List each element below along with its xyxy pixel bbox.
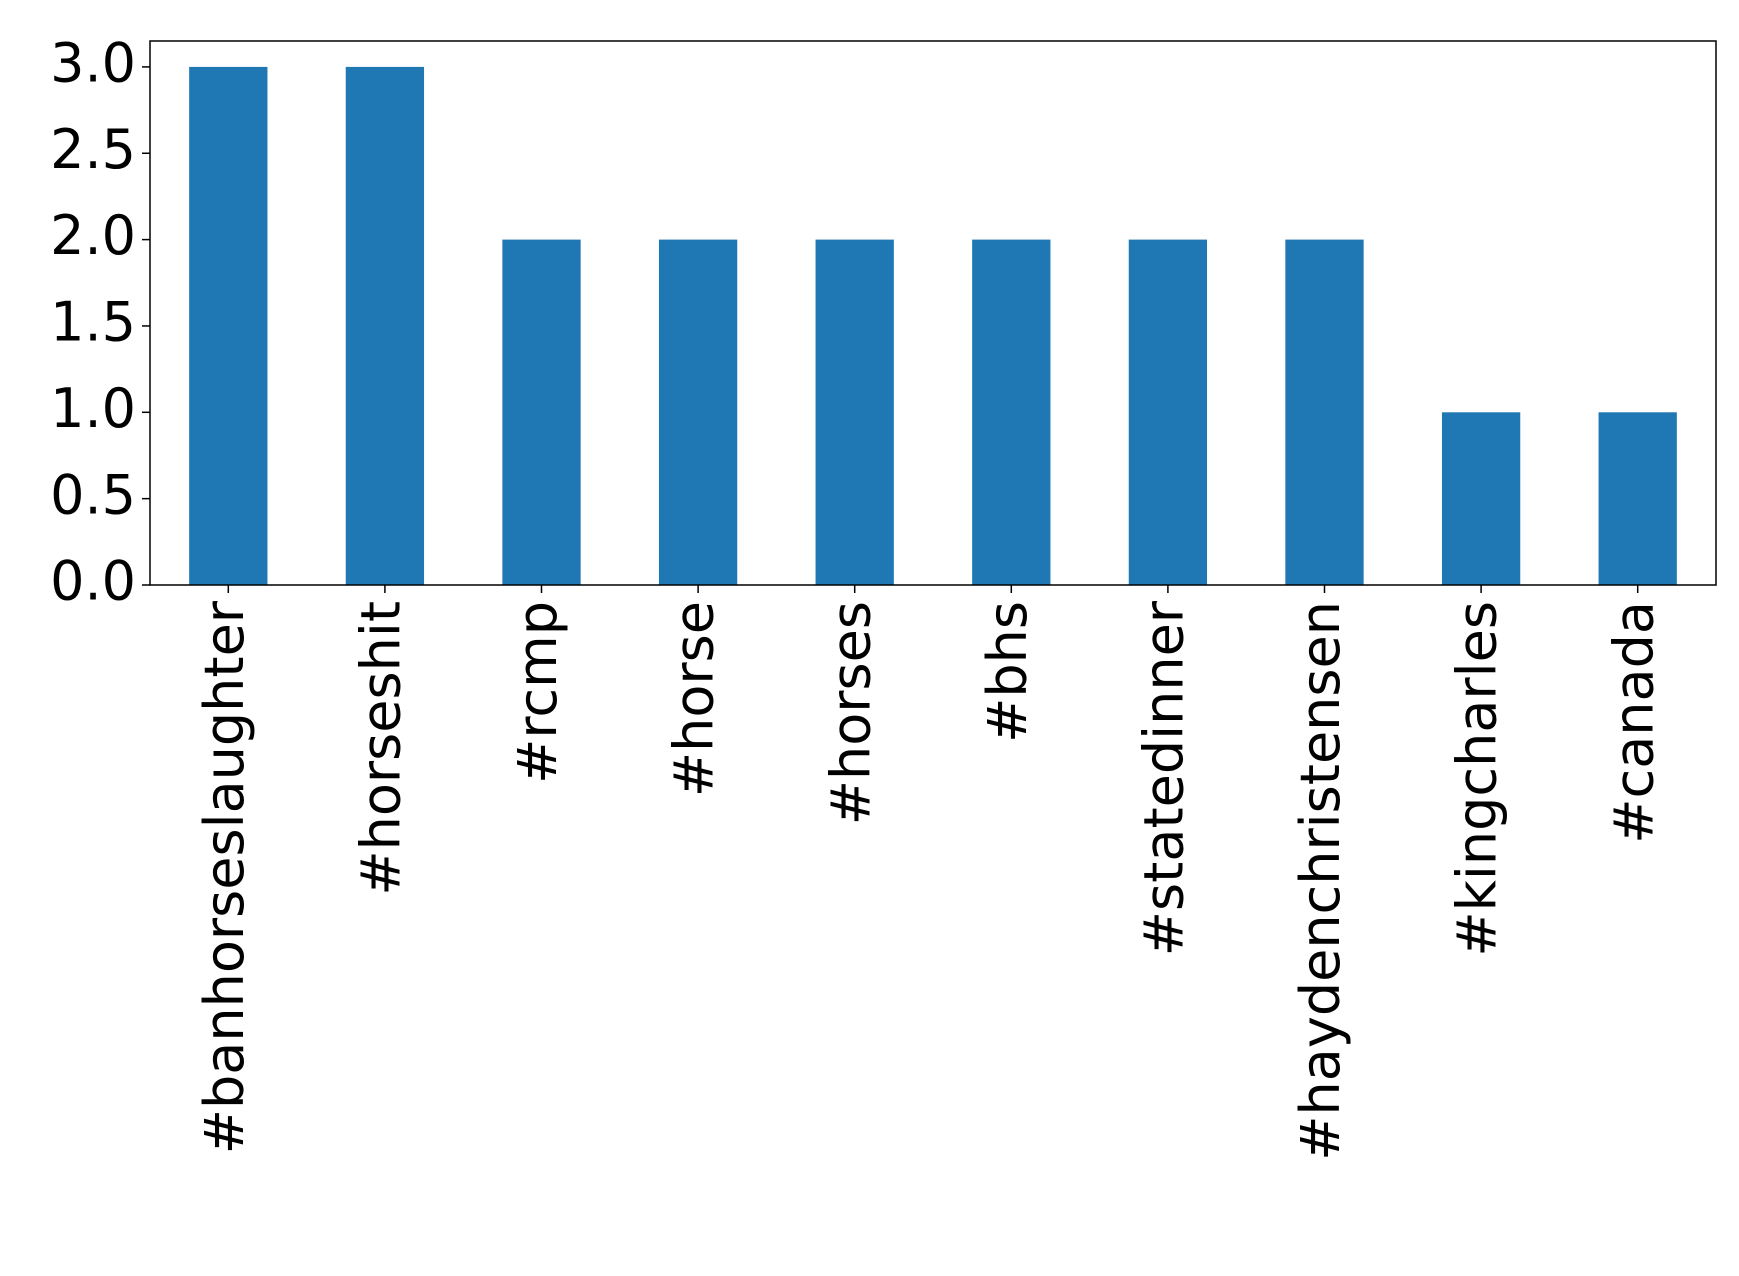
x-tick-label: #statedinner bbox=[1133, 600, 1196, 956]
y-tick-label: 3.0 bbox=[50, 32, 136, 95]
bar bbox=[189, 66, 268, 585]
y-tick-label: 2.0 bbox=[50, 204, 136, 267]
x-tick-label: #horseshit bbox=[350, 601, 413, 896]
y-tick-label: 2.5 bbox=[50, 118, 136, 181]
x-tick-label: #canada bbox=[1602, 601, 1665, 844]
bar bbox=[1441, 412, 1521, 585]
y-tick-label: 0.0 bbox=[50, 550, 136, 613]
y-tick-label: 1.0 bbox=[50, 377, 136, 440]
y-tick-label: 0.5 bbox=[50, 463, 136, 526]
y-tick-label: 1.5 bbox=[50, 291, 136, 354]
bar bbox=[1598, 412, 1677, 585]
bar bbox=[972, 239, 1051, 585]
x-tick-label: #kingcharles bbox=[1446, 601, 1509, 957]
bar bbox=[1285, 239, 1364, 585]
x-tick-label: #rcmp bbox=[506, 601, 569, 784]
plot-frame bbox=[149, 40, 1717, 586]
x-tick-label: #haydenchristensen bbox=[1289, 601, 1352, 1161]
bar bbox=[815, 239, 894, 585]
x-tick-label: #horse bbox=[663, 601, 726, 797]
bar bbox=[502, 239, 581, 585]
bar bbox=[1128, 239, 1208, 585]
x-tick-label: #banhorseslaughter bbox=[193, 600, 256, 1154]
bar bbox=[658, 239, 738, 585]
x-tick-label: #bhs bbox=[976, 601, 1039, 743]
bar bbox=[345, 66, 425, 585]
x-tick-label: #horses bbox=[819, 601, 882, 825]
